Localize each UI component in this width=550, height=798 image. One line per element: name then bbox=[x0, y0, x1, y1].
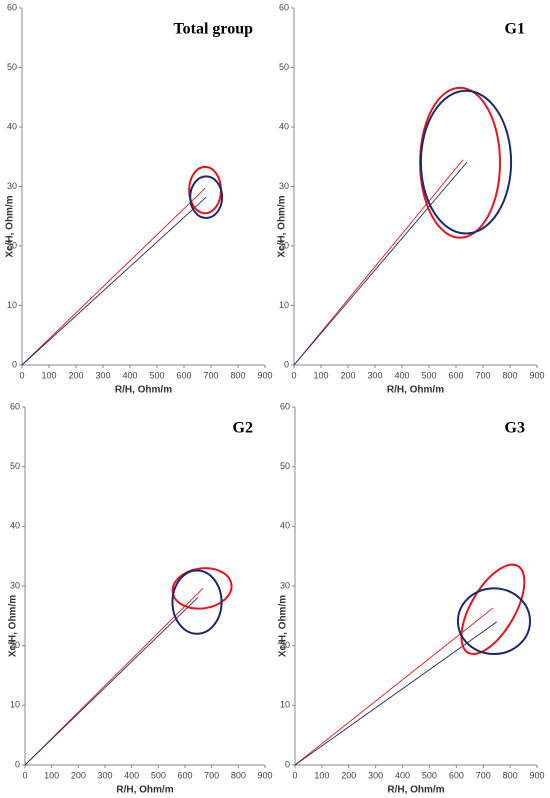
x-tick-label: 100 bbox=[314, 770, 329, 780]
x-tick-label: 200 bbox=[71, 770, 86, 780]
y-axis-label: Xc/H, Ohm/m bbox=[277, 195, 288, 257]
y-tick-label: 30 bbox=[10, 580, 20, 590]
y-tick-label: 20 bbox=[7, 240, 17, 250]
y-tick-label: 0 bbox=[15, 759, 20, 769]
vector-line bbox=[293, 161, 468, 366]
y-tick-label: 30 bbox=[280, 580, 290, 590]
chart-title: Total group bbox=[173, 21, 253, 38]
y-tick-label: 60 bbox=[7, 2, 17, 12]
confidence-ellipse bbox=[171, 569, 223, 635]
y-axis-label: Xc/H, Ohm/m bbox=[8, 595, 19, 657]
x-tick-label: 600 bbox=[449, 770, 464, 780]
x-tick-label: 900 bbox=[257, 770, 272, 780]
x-tick-label: 700 bbox=[476, 770, 491, 780]
y-tick-label: 10 bbox=[10, 700, 20, 710]
x-tick-label: 0 bbox=[292, 770, 297, 780]
x-axis-label: R/H, Ohm/m bbox=[387, 385, 444, 396]
x-tick-label: 400 bbox=[124, 770, 139, 780]
y-tick-label: 30 bbox=[7, 181, 17, 191]
x-tick-label: 800 bbox=[502, 370, 517, 380]
x-tick-label: 200 bbox=[68, 370, 83, 380]
y-tick-label: 60 bbox=[10, 401, 20, 411]
chart-title: G2 bbox=[233, 420, 253, 437]
y-tick-label: 20 bbox=[280, 640, 290, 650]
x-tick-label: 500 bbox=[149, 370, 164, 380]
x-tick-label: 800 bbox=[503, 770, 518, 780]
x-tick-label: 400 bbox=[122, 370, 137, 380]
x-tick-label: 900 bbox=[529, 770, 544, 780]
x-tick-label: 300 bbox=[367, 370, 382, 380]
y-tick-label: 50 bbox=[10, 461, 20, 471]
y-tick-label: 10 bbox=[279, 300, 289, 310]
vector-line bbox=[24, 588, 204, 766]
y-tick-label: 0 bbox=[284, 359, 289, 369]
y-tick-label: 40 bbox=[10, 521, 20, 531]
x-tick-label: 200 bbox=[340, 370, 355, 380]
x-tick-label: 300 bbox=[95, 370, 110, 380]
x-axis-label: R/H, Ohm/m bbox=[115, 385, 172, 396]
vector-line bbox=[294, 607, 494, 766]
x-tick-label: 0 bbox=[19, 370, 24, 380]
y-tick-label: 40 bbox=[280, 521, 290, 531]
y-tick-label: 20 bbox=[10, 640, 20, 650]
y-axis-label: Xc/H, Ohm/m bbox=[278, 595, 289, 657]
x-axis-label: R/H, Ohm/m bbox=[387, 785, 444, 796]
x-tick-label: 100 bbox=[44, 770, 59, 780]
x-tick-label: 900 bbox=[529, 370, 544, 380]
y-tick-label: 10 bbox=[280, 700, 290, 710]
y-axis-label: Xc/H, Ohm/m bbox=[5, 195, 16, 257]
confidence-ellipse bbox=[189, 175, 224, 220]
confidence-ellipse bbox=[460, 563, 526, 655]
vector-line bbox=[21, 187, 206, 366]
x-tick-label: 500 bbox=[422, 770, 437, 780]
x-tick-label: 500 bbox=[421, 370, 436, 380]
x-tick-label: 0 bbox=[291, 370, 296, 380]
vector-line bbox=[21, 196, 207, 366]
x-tick-label: 600 bbox=[176, 370, 191, 380]
x-tick-label: 100 bbox=[313, 370, 328, 380]
x-tick-label: 300 bbox=[368, 770, 383, 780]
x-tick-label: 600 bbox=[177, 770, 192, 780]
x-tick-label: 200 bbox=[341, 770, 356, 780]
y-tick-label: 50 bbox=[279, 62, 289, 72]
x-tick-label: 500 bbox=[151, 770, 166, 780]
x-axis-label: R/H, Ohm/m bbox=[116, 785, 173, 796]
y-tick-label: 60 bbox=[280, 401, 290, 411]
y-tick-label: 40 bbox=[7, 121, 17, 131]
y-tick-label: 0 bbox=[285, 759, 290, 769]
confidence-ellipse bbox=[419, 89, 513, 235]
y-tick-label: 0 bbox=[12, 359, 17, 369]
x-tick-label: 700 bbox=[203, 370, 218, 380]
y-tick-label: 10 bbox=[7, 300, 17, 310]
x-tick-label: 300 bbox=[97, 770, 112, 780]
confidence-ellipse bbox=[188, 165, 222, 215]
y-tick-label: 50 bbox=[280, 461, 290, 471]
y-tick-label: 40 bbox=[279, 121, 289, 131]
x-tick-label: 800 bbox=[230, 370, 245, 380]
y-tick-label: 50 bbox=[7, 62, 17, 72]
y-tick-label: 20 bbox=[279, 240, 289, 250]
x-tick-label: 400 bbox=[395, 770, 410, 780]
x-tick-label: 100 bbox=[41, 370, 56, 380]
x-tick-label: 900 bbox=[257, 370, 272, 380]
y-tick-label: 60 bbox=[279, 2, 289, 12]
vector-line bbox=[293, 159, 464, 366]
x-tick-label: 400 bbox=[394, 370, 409, 380]
chart-title: G3 bbox=[505, 420, 525, 437]
x-tick-label: 0 bbox=[22, 770, 27, 780]
x-tick-label: 600 bbox=[448, 370, 463, 380]
x-tick-label: 800 bbox=[231, 770, 246, 780]
confidence-ellipse bbox=[456, 587, 532, 656]
chart-title: G1 bbox=[505, 21, 525, 38]
y-tick-label: 30 bbox=[279, 181, 289, 191]
x-tick-label: 700 bbox=[475, 370, 490, 380]
vector-line bbox=[24, 597, 199, 766]
x-tick-label: 700 bbox=[204, 770, 219, 780]
